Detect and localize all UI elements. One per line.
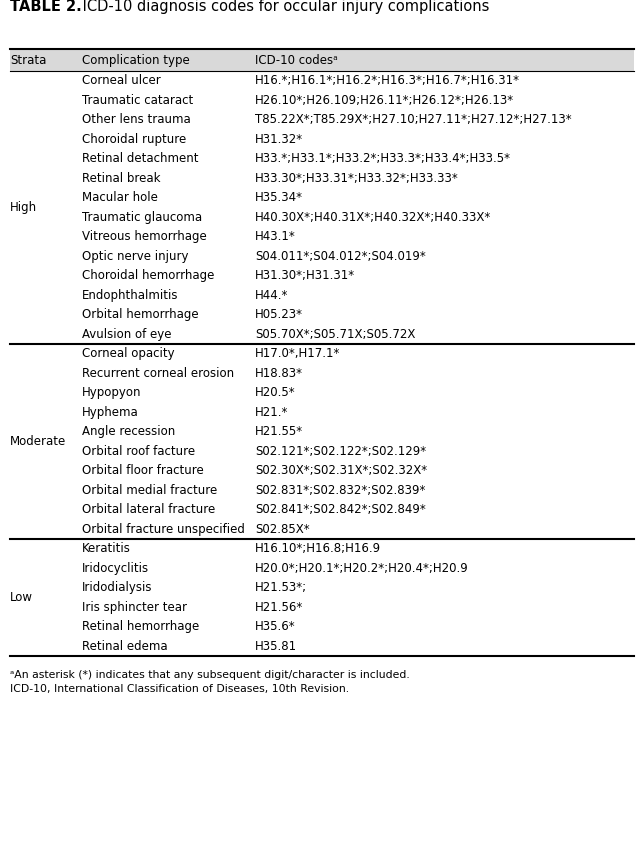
Text: ICD-10, International Classification of Diseases, 10th Revision.: ICD-10, International Classification of … (10, 684, 349, 694)
Text: T85.22X*;T85.29X*;H27.10;H27.11*;H27.12*;H27.13*: T85.22X*;T85.29X*;H27.10;H27.11*;H27.12*… (255, 113, 572, 127)
Text: S02.841*;S02.842*;S02.849*: S02.841*;S02.842*;S02.849* (255, 503, 426, 516)
Text: H21.*: H21.* (255, 406, 289, 419)
Text: H33.*;H33.1*;H33.2*;H33.3*;H33.4*;H33.5*: H33.*;H33.1*;H33.2*;H33.3*;H33.4*;H33.5* (255, 152, 511, 166)
Text: High: High (10, 201, 37, 214)
Text: Moderate: Moderate (10, 435, 66, 448)
Text: Corneal ulcer: Corneal ulcer (82, 74, 161, 87)
Text: H33.30*;H33.31*;H33.32*;H33.33*: H33.30*;H33.31*;H33.32*;H33.33* (255, 171, 459, 185)
Text: H20.5*: H20.5* (255, 386, 296, 399)
Text: H26.10*;H26.109;H26.11*;H26.12*;H26.13*: H26.10*;H26.109;H26.11*;H26.12*;H26.13* (255, 93, 514, 107)
Text: Choroidal rupture: Choroidal rupture (82, 132, 186, 146)
Text: ICD-10 diagnosis codes for occular injury complications: ICD-10 diagnosis codes for occular injur… (78, 0, 489, 14)
Text: H35.34*: H35.34* (255, 191, 303, 205)
Text: H21.55*: H21.55* (255, 425, 303, 438)
Text: H40.30X*;H40.31X*;H40.32X*;H40.33X*: H40.30X*;H40.31X*;H40.32X*;H40.33X* (255, 211, 491, 224)
Text: Low: Low (10, 591, 33, 604)
Text: Strata: Strata (10, 53, 46, 66)
Text: S04.011*;S04.012*;S04.019*: S04.011*;S04.012*;S04.019* (255, 250, 426, 262)
Text: Retinal break: Retinal break (82, 171, 160, 185)
Text: Hyphema: Hyphema (82, 406, 138, 419)
Text: Orbital lateral fracture: Orbital lateral fracture (82, 503, 215, 516)
Text: Orbital floor fracture: Orbital floor fracture (82, 464, 204, 477)
Text: Orbital roof facture: Orbital roof facture (82, 445, 195, 458)
Text: ICD-10 codesᵃ: ICD-10 codesᵃ (255, 53, 337, 66)
Text: Recurrent corneal erosion: Recurrent corneal erosion (82, 367, 234, 380)
Text: H16.*;H16.1*;H16.2*;H16.3*;H16.7*;H16.31*: H16.*;H16.1*;H16.2*;H16.3*;H16.7*;H16.31… (255, 74, 520, 87)
Text: S05.70X*;S05.71X;S05.72X: S05.70X*;S05.71X;S05.72X (255, 328, 415, 340)
Text: Retinal hemorrhage: Retinal hemorrhage (82, 621, 199, 633)
Bar (10, 49, 634, 71)
Text: Orbital medial fracture: Orbital medial fracture (82, 484, 217, 497)
Text: Iridodialysis: Iridodialysis (82, 582, 153, 594)
Text: H43.1*: H43.1* (255, 230, 296, 244)
Text: S02.831*;S02.832*;S02.839*: S02.831*;S02.832*;S02.839* (255, 484, 426, 497)
Text: Traumatic glaucoma: Traumatic glaucoma (82, 211, 202, 224)
Text: Other lens trauma: Other lens trauma (82, 113, 191, 127)
Text: Iridocyclitis: Iridocyclitis (82, 562, 149, 575)
Text: H44.*: H44.* (255, 289, 289, 301)
Text: Retinal detachment: Retinal detachment (82, 152, 198, 166)
Text: S02.30X*;S02.31X*;S02.32X*: S02.30X*;S02.31X*;S02.32X* (255, 464, 427, 477)
Text: Keratitis: Keratitis (82, 543, 131, 555)
Text: Vitreous hemorrhage: Vitreous hemorrhage (82, 230, 207, 244)
Text: H35.81: H35.81 (255, 640, 297, 653)
Text: Complication type: Complication type (82, 53, 190, 66)
Text: TABLE 2.: TABLE 2. (10, 0, 82, 14)
Text: Retinal edema: Retinal edema (82, 640, 167, 653)
Text: Iris sphincter tear: Iris sphincter tear (82, 601, 187, 614)
Text: Traumatic cataract: Traumatic cataract (82, 93, 193, 107)
Text: H21.56*: H21.56* (255, 601, 303, 614)
Text: Orbital fracture unspecified: Orbital fracture unspecified (82, 523, 245, 536)
Text: H16.10*;H16.8;H16.9: H16.10*;H16.8;H16.9 (255, 543, 381, 555)
Text: H31.30*;H31.31*: H31.30*;H31.31* (255, 269, 355, 282)
Text: Choroidal hemorrhage: Choroidal hemorrhage (82, 269, 214, 282)
Text: H05.23*: H05.23* (255, 308, 303, 321)
Text: S02.121*;S02.122*;S02.129*: S02.121*;S02.122*;S02.129* (255, 445, 426, 458)
Text: Corneal opacity: Corneal opacity (82, 347, 175, 360)
Text: H18.83*: H18.83* (255, 367, 303, 380)
Text: Avulsion of eye: Avulsion of eye (82, 328, 171, 340)
Text: H20.0*;H20.1*;H20.2*;H20.4*;H20.9: H20.0*;H20.1*;H20.2*;H20.4*;H20.9 (255, 562, 469, 575)
Text: H21.53*;: H21.53*; (255, 582, 307, 594)
Text: S02.85X*: S02.85X* (255, 523, 310, 536)
Text: Orbital hemorrhage: Orbital hemorrhage (82, 308, 198, 321)
Text: Hypopyon: Hypopyon (82, 386, 142, 399)
Text: H17.0*,H17.1*: H17.0*,H17.1* (255, 347, 341, 360)
Text: H31.32*: H31.32* (255, 132, 303, 146)
Text: H35.6*: H35.6* (255, 621, 296, 633)
Text: Endophthalmitis: Endophthalmitis (82, 289, 178, 301)
Text: Macular hole: Macular hole (82, 191, 158, 205)
Text: Angle recession: Angle recession (82, 425, 175, 438)
Text: Optic nerve injury: Optic nerve injury (82, 250, 189, 262)
Text: ᵃAn asterisk (*) indicates that any subsequent digit/character is included.: ᵃAn asterisk (*) indicates that any subs… (10, 670, 410, 680)
